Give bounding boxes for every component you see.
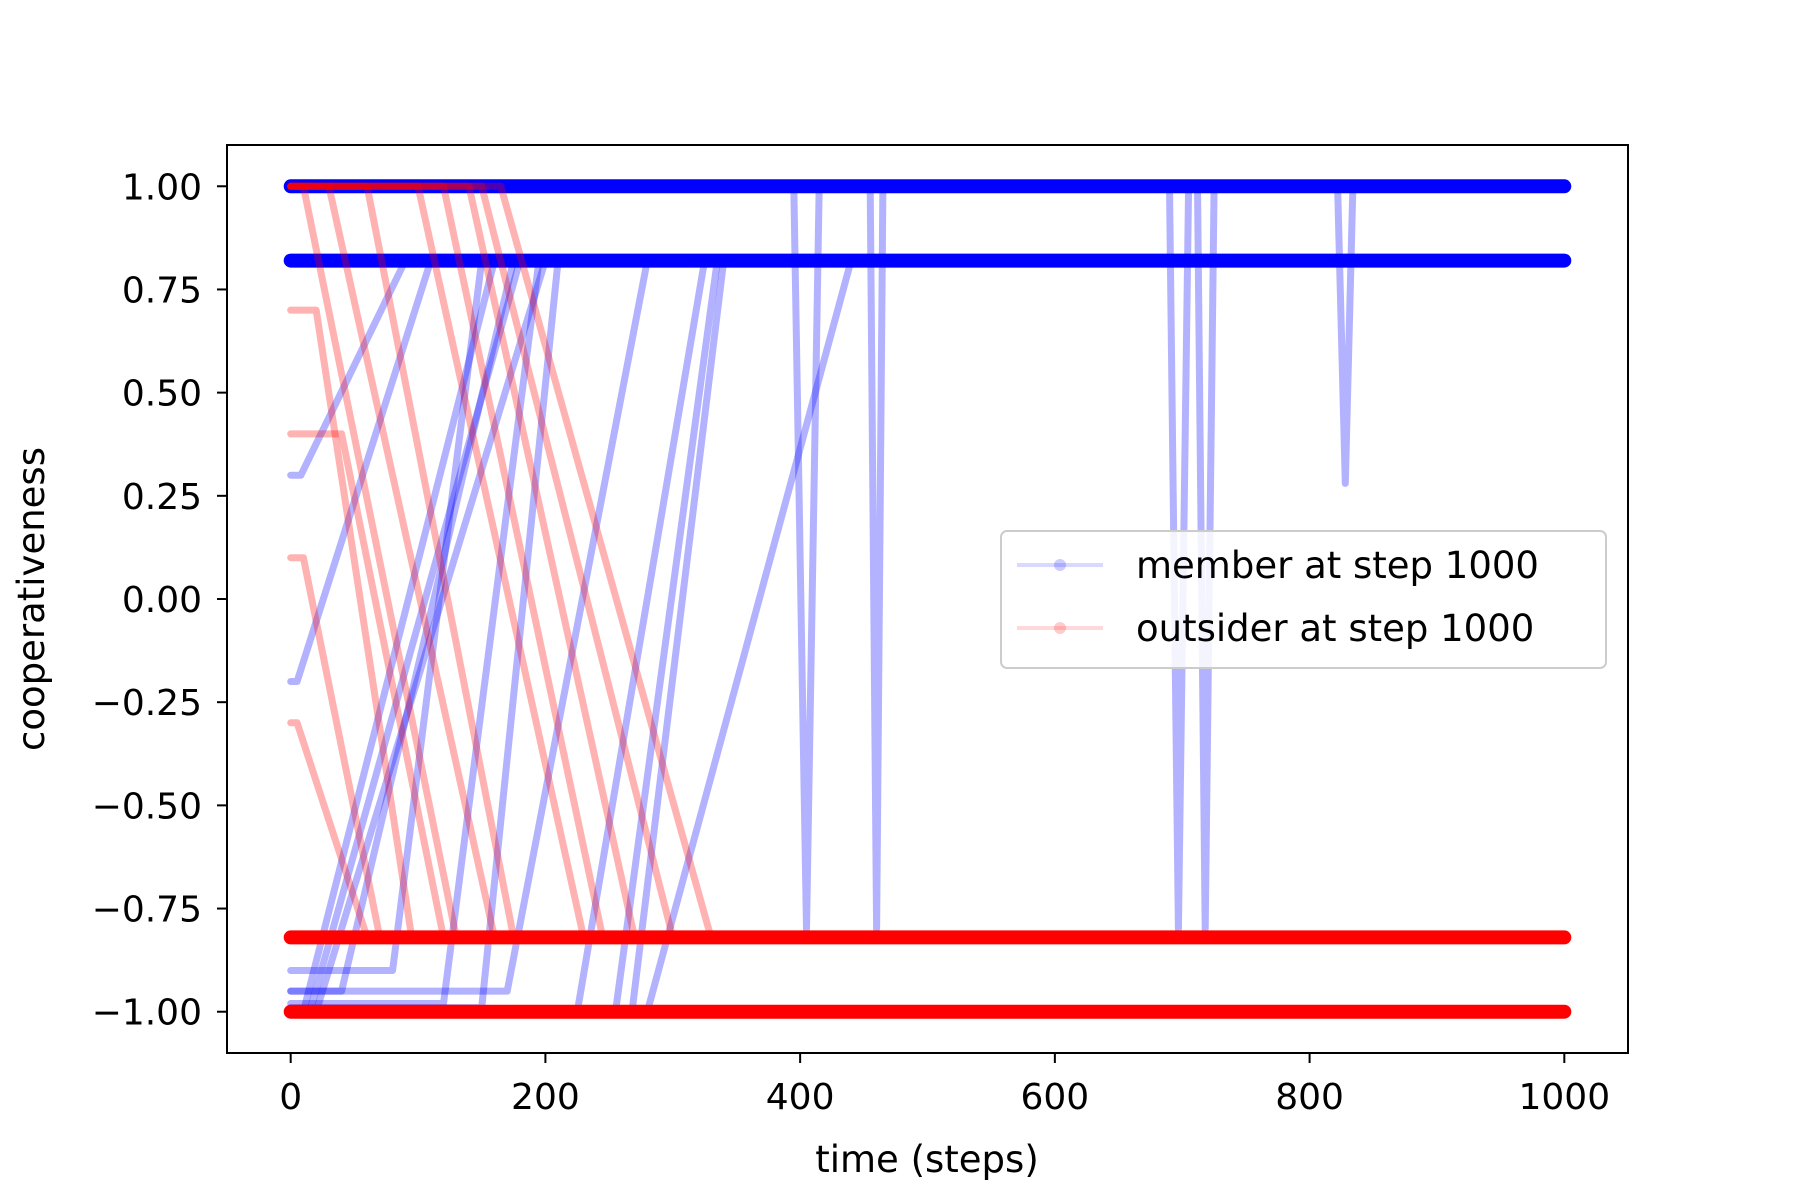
series-1-trajectory-3 bbox=[287, 182, 1568, 941]
y-tick-label: −0.50 bbox=[92, 786, 202, 827]
x-axis-ticks: 0 200 400 600 800 1000 bbox=[279, 1053, 1610, 1118]
legend-label-outsider: outsider at step 1000 bbox=[1136, 607, 1534, 650]
series-1-trajectory-8 bbox=[287, 182, 1568, 941]
x-tick-label: 400 bbox=[766, 1077, 835, 1118]
series-1 bbox=[283, 182, 1572, 1019]
legend-marker-outsider bbox=[1054, 622, 1066, 634]
series-1-trajectory-13 bbox=[287, 719, 1568, 941]
series-0-trajectory-16 bbox=[287, 182, 1568, 933]
y-tick-label: 1.00 bbox=[122, 167, 202, 208]
series-0-trajectory-19 bbox=[287, 182, 1568, 933]
y-axis-label: cooperativeness bbox=[10, 447, 53, 751]
series-0-trajectory-15 bbox=[287, 257, 1568, 479]
y-tick-label: 0.00 bbox=[122, 580, 202, 621]
series-1-trajectory-5 bbox=[287, 182, 1568, 941]
legend: member at step 1000 outsider at step 100… bbox=[1000, 530, 1607, 669]
series-0-trajectory-14 bbox=[287, 257, 1568, 685]
series-1-trajectory-11 bbox=[287, 430, 1568, 941]
x-tick-label: 200 bbox=[511, 1077, 580, 1118]
series-1-trajectory-6 bbox=[287, 182, 1568, 941]
y-tick-label: −0.75 bbox=[92, 890, 202, 931]
series-1-trajectory-2 bbox=[287, 182, 1568, 941]
series-0-trajectory-20 bbox=[287, 182, 1568, 487]
series-0-trajectory-5 bbox=[287, 257, 1568, 995]
y-tick-label: 0.75 bbox=[122, 270, 202, 311]
legend-marker-member bbox=[1054, 559, 1066, 571]
legend-label-member: member at step 1000 bbox=[1136, 544, 1539, 587]
series-0-trajectory-6 bbox=[287, 257, 1568, 974]
series-0-trajectory-9 bbox=[287, 257, 1568, 995]
x-tick-label: 0 bbox=[279, 1077, 302, 1118]
x-tick-label: 800 bbox=[1275, 1077, 1344, 1118]
series-1-trajectory-9 bbox=[287, 182, 1568, 941]
series-0-trajectory-7 bbox=[287, 257, 1568, 1007]
series-1-trajectory-7 bbox=[287, 182, 1568, 941]
y-tick-label: −1.00 bbox=[92, 993, 202, 1034]
series-0-trajectory-17 bbox=[287, 182, 1568, 933]
x-tick-label: 1000 bbox=[1519, 1077, 1611, 1118]
y-axis-ticks: 1.00 0.75 0.50 0.25 0.00 −0.25 −0.50 −0.75 −1.00 bbox=[92, 167, 227, 1034]
series-1-trajectory-12 bbox=[287, 554, 1568, 941]
plot-series bbox=[283, 179, 1572, 1019]
series-0-trajectory-18 bbox=[287, 182, 1568, 933]
series-1-trajectory-4 bbox=[287, 182, 1568, 941]
y-tick-label: 0.25 bbox=[122, 477, 202, 518]
x-axis-label: time (steps) bbox=[815, 1138, 1039, 1181]
y-tick-label: −0.25 bbox=[92, 683, 202, 724]
series-1-trajectory-10 bbox=[287, 306, 1568, 941]
x-tick-label: 600 bbox=[1021, 1077, 1090, 1118]
y-tick-label: 0.50 bbox=[122, 374, 202, 415]
legend-frame bbox=[1000, 530, 1607, 669]
